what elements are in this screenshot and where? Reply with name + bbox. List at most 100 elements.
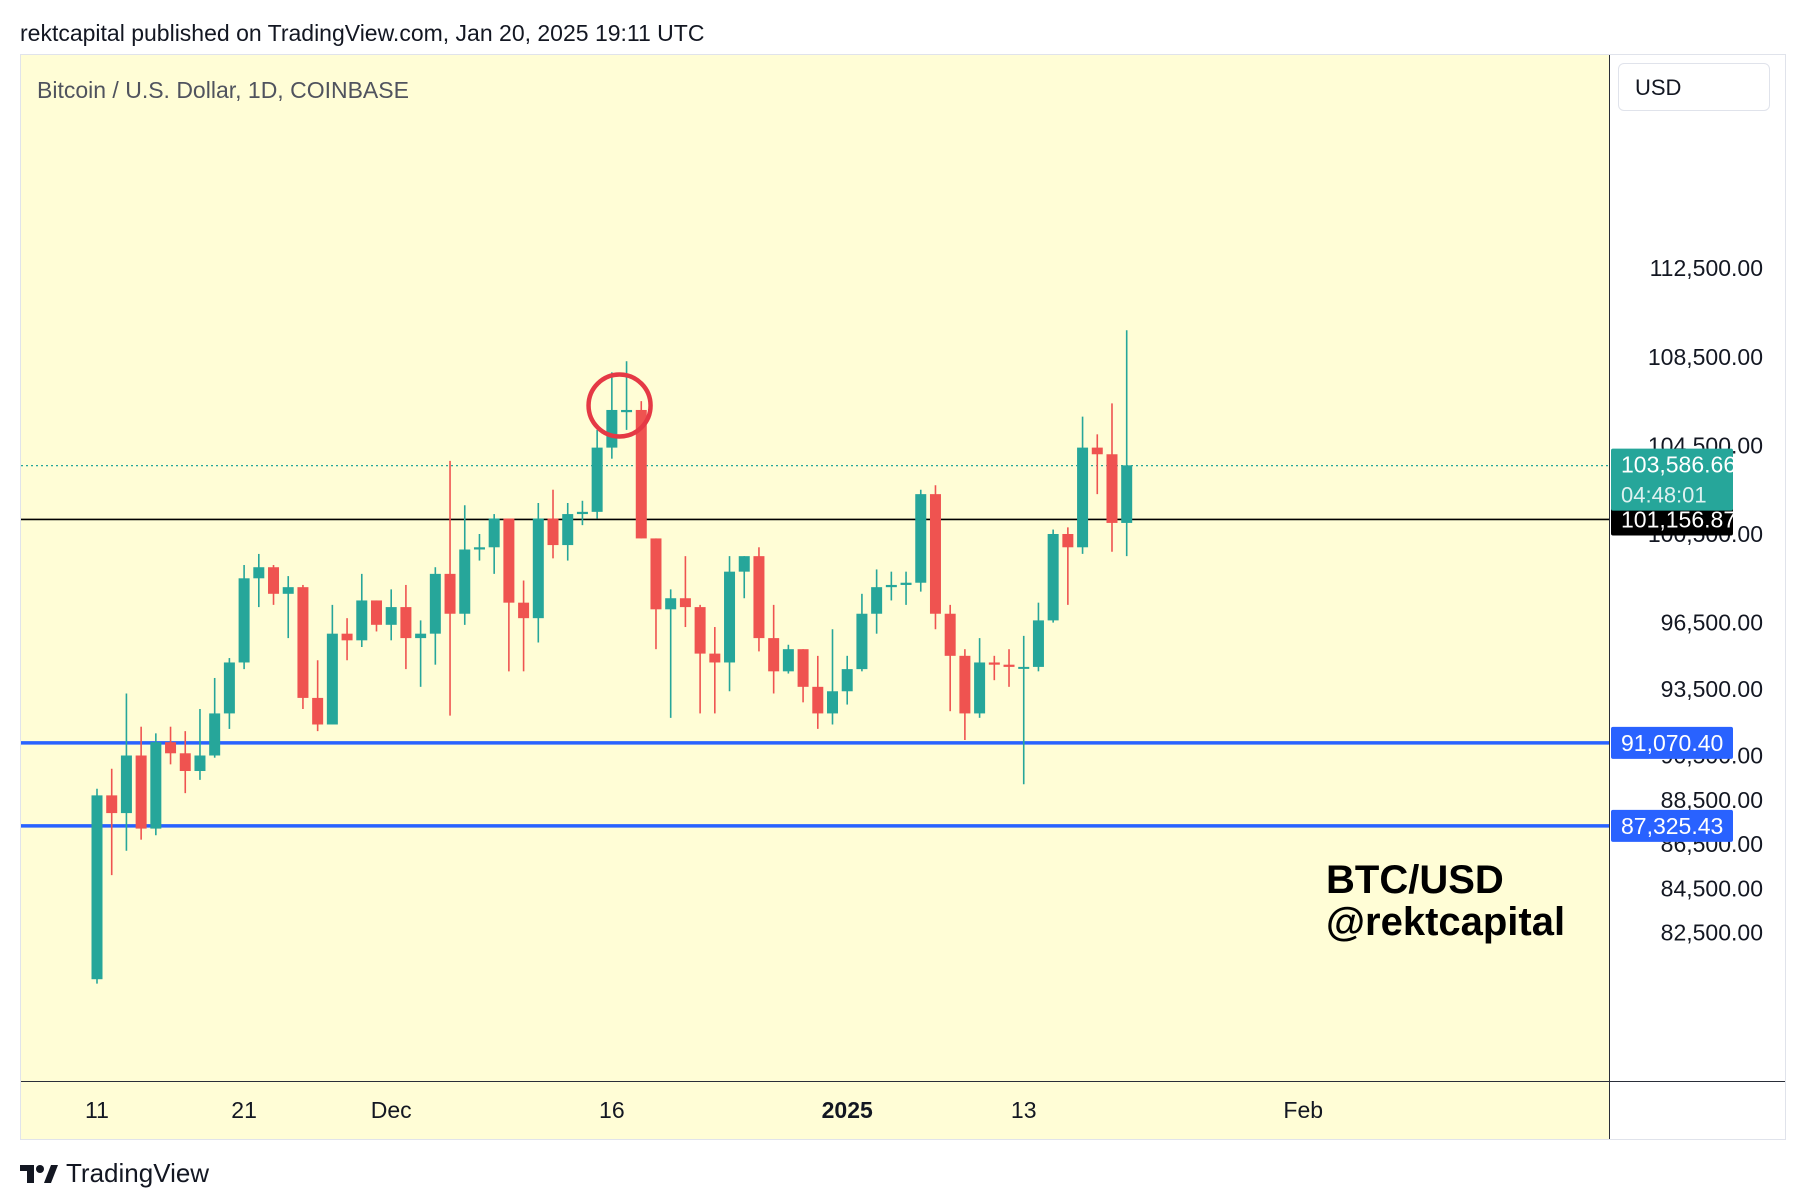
- candle-body[interactable]: [400, 607, 412, 639]
- last-price-tag: 103,586.66: [1621, 452, 1736, 478]
- time-tick-label: 16: [599, 1097, 625, 1123]
- highlight-circle: [586, 372, 653, 439]
- candle-body[interactable]: [135, 755, 147, 829]
- candle-body[interactable]: [1121, 465, 1133, 523]
- candle-body[interactable]: [856, 613, 868, 670]
- candle-body[interactable]: [635, 409, 647, 539]
- candle-body[interactable]: [503, 518, 515, 603]
- candle-body[interactable]: [429, 573, 441, 634]
- time-tick-label: 13: [1011, 1097, 1037, 1123]
- candle-body[interactable]: [312, 697, 324, 725]
- candle-body[interactable]: [841, 669, 853, 692]
- currency-button[interactable]: USD: [1618, 63, 1770, 111]
- candle-body[interactable]: [988, 662, 1000, 665]
- candle-body[interactable]: [974, 662, 986, 714]
- candle-body[interactable]: [415, 633, 427, 639]
- candle-body[interactable]: [709, 653, 721, 663]
- tradingview-logo[interactable]: TradingView: [20, 1158, 209, 1189]
- candle-body[interactable]: [1003, 664, 1015, 667]
- price-tick-label: 93,500.00: [1661, 676, 1763, 702]
- candle-body[interactable]: [959, 655, 971, 714]
- candle-body[interactable]: [194, 755, 206, 772]
- candle-body[interactable]: [900, 582, 912, 585]
- candle-body[interactable]: [1047, 534, 1059, 621]
- price-tick-label: 82,500.00: [1661, 920, 1763, 946]
- candle-body[interactable]: [665, 598, 677, 610]
- candle-body[interactable]: [488, 518, 500, 548]
- candle-body[interactable]: [694, 607, 706, 654]
- black-level-price-tag: 101,156.87: [1621, 506, 1736, 532]
- candle-body[interactable]: [532, 518, 544, 619]
- candle-body[interactable]: [370, 600, 382, 625]
- time-axis-separator: [21, 1081, 1785, 1082]
- tradingview-icon: [20, 1164, 58, 1183]
- candlestick-chart[interactable]: 112,500.00108,500.00104,500.00100,500.00…: [21, 55, 1785, 1139]
- candle-body[interactable]: [1018, 666, 1030, 669]
- candle-body[interactable]: [650, 538, 662, 610]
- candle-body[interactable]: [591, 447, 603, 512]
- candle-body[interactable]: [385, 607, 397, 625]
- candle-body[interactable]: [459, 549, 471, 614]
- candle-body[interactable]: [782, 649, 794, 672]
- price-tick-label: 84,500.00: [1661, 875, 1763, 901]
- candle-body[interactable]: [223, 662, 235, 714]
- candle-body[interactable]: [812, 686, 824, 714]
- candle-body[interactable]: [576, 511, 588, 515]
- watermark-author: @rektcapital: [1326, 900, 1566, 944]
- chart-watermark: BTC/USD @rektcapital: [1326, 859, 1565, 943]
- candle-body[interactable]: [915, 494, 927, 583]
- candle-body[interactable]: [679, 598, 691, 608]
- candle-body[interactable]: [797, 649, 809, 687]
- candle-body[interactable]: [91, 795, 103, 980]
- price-tick-label: 108,500.00: [1648, 344, 1763, 370]
- candle-body[interactable]: [827, 691, 838, 714]
- candle-body[interactable]: [518, 602, 530, 619]
- candle-body[interactable]: [444, 573, 456, 614]
- publish-info: rektcapital published on TradingView.com…: [20, 20, 705, 46]
- candle-body[interactable]: [562, 514, 574, 546]
- candle-body[interactable]: [738, 556, 750, 572]
- candle-body[interactable]: [768, 638, 780, 672]
- candle-body[interactable]: [724, 571, 736, 663]
- candle-body[interactable]: [150, 742, 162, 829]
- candle-body[interactable]: [1062, 534, 1074, 548]
- plot-area[interactable]: [21, 55, 1609, 1081]
- candle-body[interactable]: [238, 578, 250, 663]
- tradingview-brand: TradingView: [66, 1158, 210, 1188]
- price-tick-label: 88,500.00: [1661, 787, 1763, 813]
- candle-body[interactable]: [1032, 620, 1044, 667]
- candle-body[interactable]: [1106, 454, 1118, 523]
- candle-body[interactable]: [120, 755, 132, 814]
- chart-panel[interactable]: 112,500.00108,500.00104,500.00100,500.00…: [20, 54, 1786, 1140]
- symbol-title[interactable]: Bitcoin / U.S. Dollar, 1D, COINBASE: [37, 77, 409, 103]
- candle-body[interactable]: [885, 584, 897, 588]
- candle-body[interactable]: [253, 567, 265, 579]
- candle-body[interactable]: [1077, 447, 1089, 548]
- time-tick-label: Feb: [1283, 1097, 1323, 1123]
- candle-body[interactable]: [929, 494, 941, 614]
- candle-body[interactable]: [871, 587, 883, 614]
- time-tick-label: 11: [85, 1097, 109, 1123]
- price-tick-label: 96,500.00: [1661, 610, 1763, 636]
- candle-body[interactable]: [473, 547, 485, 550]
- candle-body[interactable]: [547, 518, 559, 546]
- time-axis[interactable]: [21, 1081, 1609, 1139]
- candle-body[interactable]: [356, 600, 368, 641]
- candle-body[interactable]: [106, 795, 118, 814]
- candle-body[interactable]: [268, 567, 280, 594]
- candle-body[interactable]: [1091, 447, 1103, 455]
- candle-body[interactable]: [606, 409, 618, 448]
- watermark-pair: BTC/USD: [1326, 858, 1504, 902]
- candle-body[interactable]: [621, 409, 633, 413]
- candle-body[interactable]: [282, 587, 294, 594]
- time-tick-label: Dec: [371, 1097, 412, 1123]
- candle-body[interactable]: [341, 633, 353, 641]
- candle-body[interactable]: [209, 713, 221, 756]
- candle-body[interactable]: [297, 587, 309, 698]
- candle-body[interactable]: [753, 556, 765, 639]
- candle-body[interactable]: [944, 613, 956, 656]
- last-price-tag-countdown: 04:48:01: [1621, 483, 1707, 508]
- candle-body[interactable]: [326, 633, 338, 725]
- candle-body[interactable]: [165, 742, 177, 754]
- candle-body[interactable]: [179, 753, 191, 772]
